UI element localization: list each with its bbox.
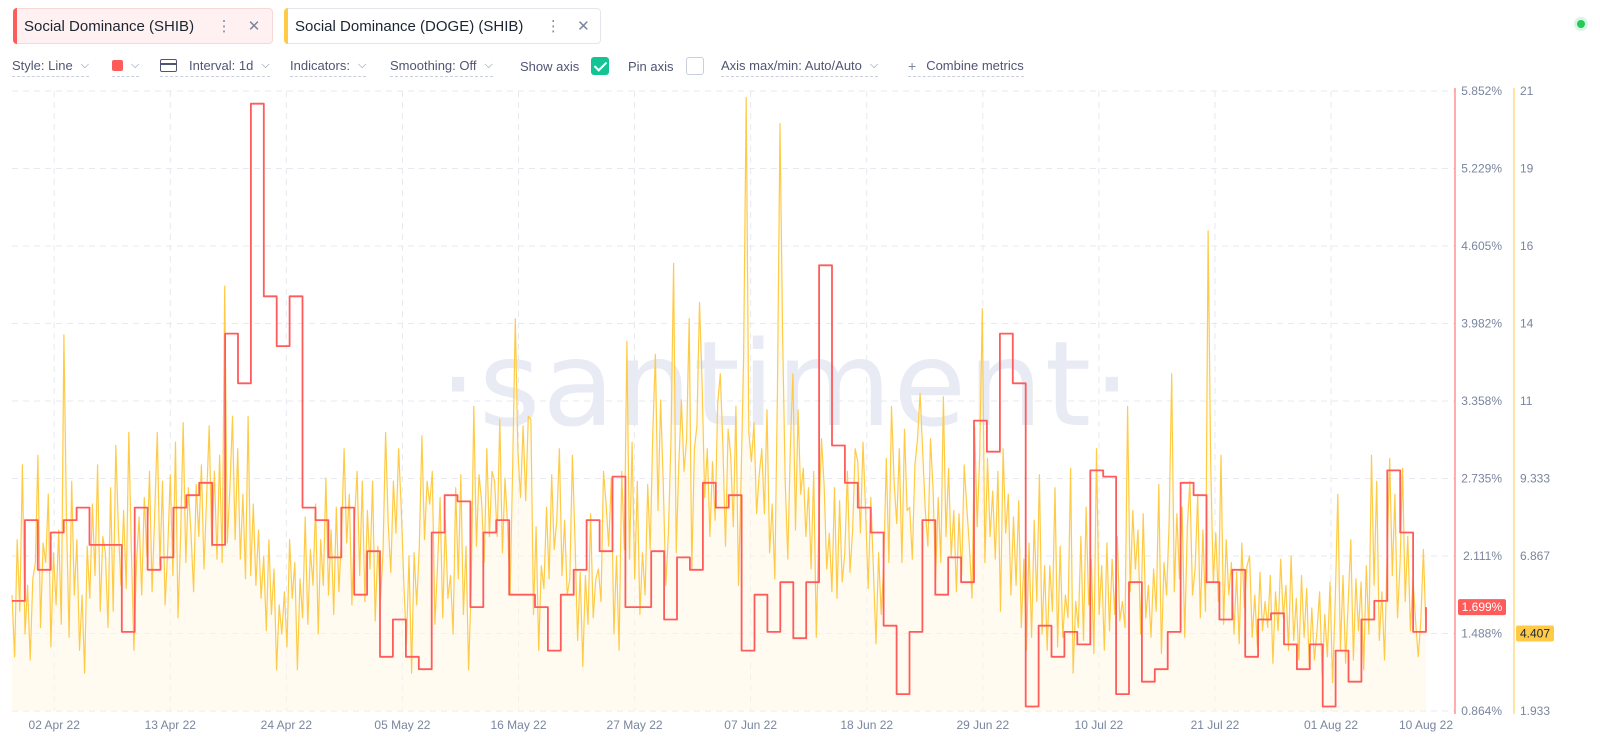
x-tick-label: 27 May 22	[607, 718, 663, 732]
y-tick-label-left: 2.111%	[1463, 549, 1502, 563]
smoothing-dropdown[interactable]: Smoothing: Off ⌵	[390, 55, 493, 77]
x-tick-label: 29 Jun 22	[956, 718, 1009, 732]
chart-series-layer	[11, 96, 1427, 711]
y-tick-label-left: 5.852%	[1461, 84, 1502, 98]
x-tick-label: 07 Jun 22	[724, 718, 777, 732]
chevron-down-icon: ⌵	[357, 59, 367, 71]
indicators-dropdown[interactable]: Indicators: ⌵	[290, 55, 367, 77]
show-axis-checkbox[interactable]	[591, 57, 610, 75]
smoothing-label: Smoothing: Off	[390, 58, 477, 73]
current-value-label-shib: 1.699%	[1462, 600, 1503, 614]
calendar-icon	[160, 59, 177, 72]
pin-axis-checkbox[interactable]	[685, 57, 704, 75]
x-tick-label: 10 Aug 22	[1399, 718, 1453, 732]
show-axis-label: Show axis	[520, 58, 580, 74]
combine-metrics-label: Combine metrics	[926, 58, 1024, 73]
x-tick-label: 02 Apr 22	[29, 718, 81, 732]
x-tick-label: 01 Aug 22	[1304, 718, 1358, 732]
interval-label: Interval: 1d	[189, 58, 254, 73]
metric-tab-label: Social Dominance (DOGE) (SHIB)	[295, 17, 524, 35]
close-icon[interactable]: ✕	[247, 18, 261, 35]
chevron-down-icon: ⌵	[484, 59, 493, 71]
more-options-icon[interactable]: ⋮	[216, 18, 232, 35]
metric-tab-doge[interactable]: Social Dominance (DOGE) (SHIB) ⋮ ✕	[284, 8, 601, 44]
chevron-down-icon: ⌵	[131, 59, 140, 71]
show-axis-toggle[interactable]: Show axis	[520, 55, 610, 77]
metric-color-bar	[13, 8, 17, 44]
metric-color-bar	[284, 8, 288, 44]
pin-axis-toggle[interactable]: Pin axis	[628, 55, 704, 77]
metric-tab-label: Social Dominance (SHIB)	[24, 17, 195, 35]
plus-icon: +	[908, 57, 917, 74]
x-tick-label: 16 May 22	[490, 718, 546, 732]
y-tick-label-right: 9.333	[1520, 472, 1550, 486]
x-tick-label: 10 Jul 22	[1075, 718, 1124, 732]
watermark: ·santiment·	[439, 315, 1132, 453]
x-tick-label: 24 Apr 22	[261, 718, 313, 732]
current-value-badge-doge	[1516, 625, 1554, 642]
chart-area[interactable]: ·santiment· 02 Apr 22 13 Apr 22 24 Apr 22 0…	[0, 80, 1600, 755]
style-label: Style: Line	[12, 58, 73, 73]
y-tick-label-left: 0.864%	[1461, 704, 1502, 718]
x-tick-label: 21 Jul 22	[1191, 718, 1240, 732]
combine-metrics-button[interactable]: + Combine metrics	[908, 55, 1024, 77]
metric-tab-shib[interactable]: Social Dominance (SHIB) ⋮ ✕	[13, 8, 273, 44]
series-line	[11, 96, 1427, 684]
y-tick-label-right: 19	[1520, 162, 1534, 176]
current-value-badge-shib	[1458, 599, 1506, 616]
x-tick-label: 13 Apr 22	[145, 718, 197, 732]
series-area	[12, 97, 1426, 711]
y-tick-label-left: 4.605%	[1461, 239, 1502, 253]
x-tick-label: 18 Jun 22	[840, 718, 893, 732]
chart-axes: 02 Apr 22 13 Apr 22 24 Apr 22 05 May 22 16 M…	[29, 84, 1554, 732]
interval-dropdown[interactable]: Interval: 1d ⌵	[160, 55, 270, 77]
online-status-icon	[1574, 17, 1588, 31]
chevron-down-icon: ⌵	[869, 59, 879, 71]
y-tick-label-left: 5.229%	[1461, 162, 1502, 176]
series-line	[12, 102, 1427, 708]
y-tick-label-left: 1.488%	[1461, 627, 1502, 641]
y-tick-label-right: 11	[1520, 394, 1533, 408]
y-tick-label-right: 6.867	[1520, 549, 1550, 563]
chevron-down-icon: ⌵	[80, 59, 90, 71]
y-tick-label-right: 1.933	[1520, 704, 1550, 718]
indicators-label: Indicators:	[290, 58, 350, 73]
axis-maxmin-dropdown[interactable]: Axis max/min: Auto/Auto ⌵	[721, 55, 879, 77]
y-tick-label-right: 14	[1520, 317, 1534, 331]
series-color-picker[interactable]: ⌵	[112, 55, 140, 77]
current-value-label-doge: 4.407	[1520, 627, 1550, 641]
y-tick-label-right: 16	[1520, 239, 1534, 253]
color-swatch	[112, 60, 123, 71]
close-icon[interactable]: ✕	[577, 18, 590, 35]
axis-maxmin-label: Axis max/min: Auto/Auto	[721, 58, 862, 73]
chevron-down-icon: ⌵	[261, 59, 270, 71]
more-options-icon[interactable]: ⋮	[545, 18, 561, 35]
y-tick-label-left: 3.982%	[1461, 317, 1502, 331]
style-dropdown[interactable]: Style: Line ⌵	[12, 55, 90, 77]
y-tick-label-left: 2.735%	[1461, 472, 1502, 486]
y-tick-label-left: 3.358%	[1461, 394, 1502, 408]
pin-axis-label: Pin axis	[628, 58, 674, 74]
y-tick-label-right: 21	[1520, 84, 1534, 98]
x-tick-label: 05 May 22	[374, 718, 430, 732]
